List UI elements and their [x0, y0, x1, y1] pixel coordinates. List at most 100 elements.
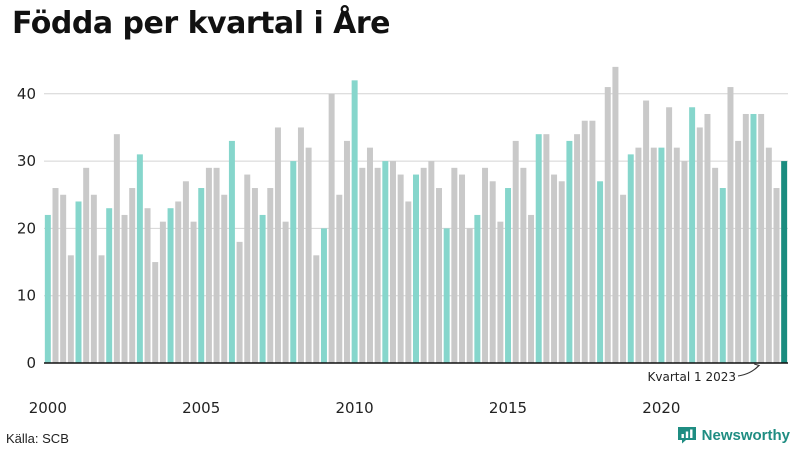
bar-2000-q3 — [60, 194, 67, 363]
x-tick-label: 2000 — [29, 399, 67, 417]
bar-2019-q4 — [650, 147, 657, 363]
bar-2016-q2 — [543, 134, 550, 363]
y-tick-label: 40 — [17, 85, 36, 103]
y-tick-label: 10 — [17, 287, 36, 305]
bar-2017-q3 — [581, 120, 588, 363]
page-title: Födda per kvartal i Åre — [12, 6, 391, 41]
bar-2006-q2 — [236, 241, 243, 363]
brand-logo: Newsworthy — [677, 426, 790, 444]
bar-2011-q1 — [382, 161, 389, 363]
bar-2000-q1 — [44, 214, 51, 363]
bar-2009-q3 — [336, 194, 343, 363]
bar-2011-q3 — [397, 174, 404, 363]
bar-2008-q3 — [305, 147, 312, 363]
bar-2004-q2 — [175, 201, 182, 363]
bar-2022-q2 — [727, 87, 734, 363]
bar-2001-q4 — [98, 255, 105, 363]
bar-2011-q2 — [390, 161, 396, 363]
bar-2018-q2 — [604, 87, 611, 363]
bar-2023-q4 — [773, 188, 780, 363]
bar-2015-q3 — [520, 167, 527, 363]
bar-2020-q1 — [658, 147, 665, 363]
bar-2020-q3 — [673, 147, 680, 363]
bar-2003-q4 — [159, 221, 166, 363]
bar-2007-q4 — [282, 221, 289, 363]
bar-2010-q4 — [374, 167, 381, 363]
bar-2021-q1 — [689, 107, 696, 363]
bar-2002-q3 — [121, 214, 128, 363]
bar-2006-q4 — [251, 188, 258, 363]
bar-2001-q2 — [83, 167, 90, 363]
bar-2018-q4 — [620, 194, 627, 363]
bar-2015-q4 — [528, 214, 535, 363]
bar-2001-q1 — [75, 201, 82, 363]
bar-2012-q4 — [436, 188, 442, 363]
bar-2003-q3 — [152, 262, 159, 363]
bar-2023-q2 — [758, 113, 765, 364]
y-tick-label: 30 — [17, 152, 36, 170]
y-tick-label: 0 — [26, 354, 36, 372]
bar-2010-q1 — [351, 80, 358, 363]
bar-2006-q3 — [244, 174, 251, 363]
bar-2003-q2 — [144, 208, 151, 363]
bar-2012-q3 — [428, 161, 435, 363]
bar-2019-q3 — [643, 100, 650, 363]
bar-2014-q4 — [497, 221, 504, 363]
bar-2023-q3 — [765, 147, 772, 363]
bar-2016-q4 — [558, 181, 565, 363]
labels: 0 10 20 30 40 2000 2005 2010 2015 2020 Kvartal 1 2… — [17, 85, 761, 417]
bar-2013-q3 — [459, 174, 466, 363]
bar-2005-q4 — [221, 194, 228, 363]
annotation-arrowhead — [754, 363, 761, 370]
bar-2007-q2 — [267, 188, 274, 363]
bar-2019-q1 — [627, 154, 634, 363]
bar-2018-q1 — [597, 181, 604, 363]
bar-2015-q1 — [505, 188, 512, 363]
bar-2020-q2 — [666, 107, 673, 363]
brand-name: Newsworthy — [701, 426, 790, 444]
bar-2007-q3 — [274, 127, 281, 363]
bar-2008-q2 — [297, 127, 304, 363]
bar-2013-q1 — [443, 228, 450, 363]
bar-2016-q3 — [551, 174, 558, 363]
bar-2016-q1 — [535, 134, 542, 363]
bar-2022-q1 — [719, 188, 726, 363]
bar-2009-q4 — [343, 140, 350, 363]
newsworthy-logo-icon — [677, 427, 696, 444]
bar-2009-q2 — [328, 93, 335, 364]
bar-2017-q1 — [566, 140, 573, 363]
latest-quarter-annotation: Kvartal 1 2023 — [648, 370, 736, 384]
bar-2010-q3 — [366, 147, 373, 363]
source-note: Källa: SCB — [6, 431, 69, 446]
bars — [44, 66, 788, 364]
bar-2011-q4 — [405, 201, 412, 363]
bar-2004-q3 — [182, 181, 189, 363]
x-tick-label: 2020 — [642, 399, 680, 417]
bar-2012-q1 — [413, 174, 419, 363]
bar-2000-q4 — [67, 255, 74, 363]
bar-2010-q2 — [359, 167, 366, 363]
bar-2005-q2 — [205, 167, 212, 363]
bar-2004-q4 — [190, 221, 197, 363]
bar-2014-q1 — [474, 214, 481, 363]
y-tick-label: 20 — [17, 219, 36, 237]
bar-2020-q4 — [681, 161, 688, 363]
bar-2021-q2 — [696, 127, 703, 363]
bar-2002-q2 — [113, 134, 120, 363]
bar-2021-q3 — [704, 113, 711, 364]
bar-2006-q1 — [228, 140, 235, 363]
bar-2019-q2 — [635, 147, 642, 363]
bar-2013-q2 — [451, 167, 458, 363]
bar-2002-q4 — [129, 188, 136, 363]
bar-2007-q1 — [259, 214, 266, 363]
bar-2000-q2 — [52, 188, 59, 363]
bar-2024-q1 — [781, 161, 788, 363]
bar-2003-q1 — [136, 154, 143, 363]
bar-2017-q4 — [589, 120, 596, 363]
x-tick-label: 2005 — [182, 399, 220, 417]
bar-2015-q2 — [512, 140, 519, 363]
bar-2009-q1 — [320, 228, 327, 363]
bar-2008-q4 — [313, 255, 320, 363]
x-tick-label: 2010 — [336, 399, 374, 417]
